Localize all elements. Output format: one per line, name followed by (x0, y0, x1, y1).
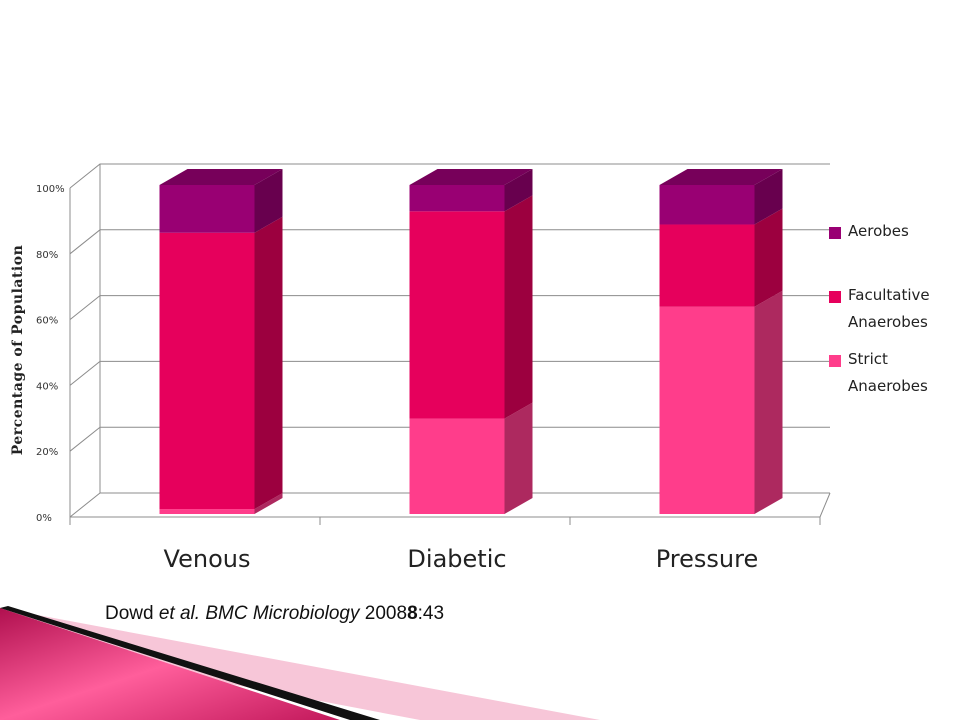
ribbon-light-pink (0, 608, 600, 720)
legend-swatch (829, 227, 841, 239)
x-category-label: Diabetic (407, 545, 506, 573)
legend-swatch (829, 291, 841, 303)
bar-segment-side (504, 195, 533, 419)
legend-label: Aerobes (848, 222, 909, 240)
bars (159, 169, 783, 514)
bar-segment (409, 185, 505, 212)
bar-top-face (159, 169, 283, 185)
y-tick-label: 40% (36, 381, 58, 392)
bar-segment (409, 418, 505, 514)
x-axis-categories: Venous Diabetic Pressure (164, 545, 759, 573)
citation-volume: 8 (407, 603, 418, 624)
y-tick-label: 60% (36, 316, 58, 327)
bar-top-face (409, 169, 533, 185)
bar-segment-side (254, 216, 283, 510)
bar-stack-pressure (659, 169, 783, 514)
legend-swatch (829, 355, 841, 367)
floor-edge (819, 492, 831, 518)
y-tick-label: 20% (36, 447, 58, 458)
citation-etal: et al. (158, 603, 201, 624)
x-category-label: Pressure (656, 545, 758, 573)
bar-segment-side (504, 169, 533, 212)
citation-author: Dowd (105, 603, 154, 624)
y-axis-ticks: 0% 20% 40% 60% 80% 100% (36, 184, 65, 524)
bar-segment-side (754, 290, 783, 514)
bar-segment-side (504, 402, 533, 514)
bar-segment (409, 211, 505, 419)
bar-stack-diabetic (409, 169, 533, 514)
ribbon-magenta (0, 608, 340, 720)
legend-label: Facultative (848, 286, 930, 304)
bar-segment-side (754, 208, 783, 307)
bar-segment (159, 185, 255, 233)
bar-segment (659, 224, 755, 307)
citation-page: :43 (417, 603, 445, 624)
bar-stack-venous (159, 169, 283, 514)
legend-label-line2: Anaerobes (848, 313, 928, 331)
x-category-label: Venous (164, 545, 251, 573)
legend-label: Strict (848, 350, 888, 368)
y-axis-label: Percentage of Population (10, 245, 26, 456)
bar-segment (159, 509, 255, 514)
bar-segment (159, 232, 255, 510)
y-tick-label: 0% (36, 513, 52, 524)
citation-year: 2008 (364, 603, 408, 624)
bar-segment-side (754, 169, 783, 225)
legend: Aerobes Facultative Anaerobes Strict Anaerob… (829, 222, 930, 395)
bar-segment-side (254, 169, 283, 233)
y-tick-label: 80% (36, 250, 58, 261)
bar-segment-side (254, 493, 283, 514)
bar-segment (659, 306, 755, 514)
y-tick-label: 100% (36, 184, 65, 195)
citation: Dowd et al. BMC Microbiology 20088:43 (105, 603, 444, 625)
legend-label-line2: Anaerobes (848, 377, 928, 395)
gridlines (69, 163, 831, 525)
ribbon-dark-band (0, 606, 380, 720)
bar-segment (659, 185, 755, 225)
bar-top-face (659, 169, 783, 185)
citation-journal: BMC Microbiology (205, 603, 360, 624)
